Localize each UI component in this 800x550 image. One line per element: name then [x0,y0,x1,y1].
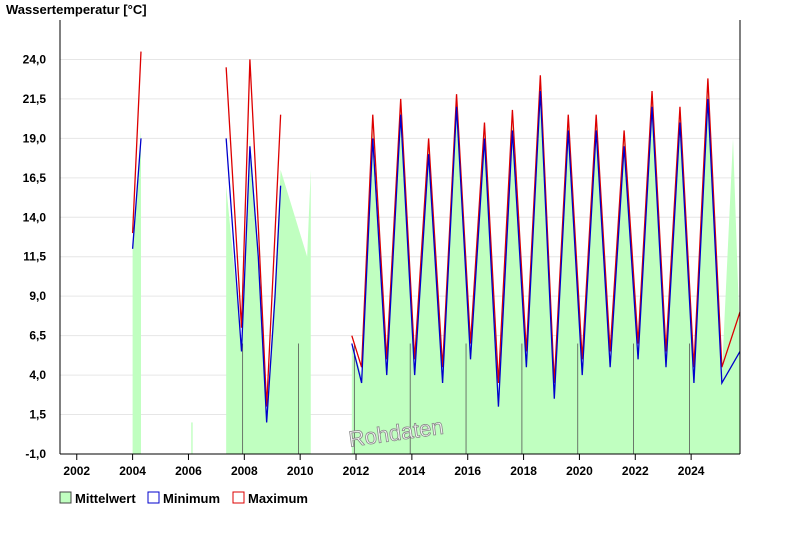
minimum-series [131,90,741,423]
x-tick-label: 2022 [622,464,649,478]
y-tick-label: 1,5 [29,408,46,422]
x-tick-label: 2014 [399,464,426,478]
legend-swatch [59,491,72,504]
year-markers [242,343,690,454]
legend-swatch [147,491,160,504]
legend: Mittelwert Minimum Maximum [59,491,308,506]
x-tick-label: 2002 [63,464,90,478]
x-tick-label: 2016 [454,464,481,478]
legend-label: Mittelwert [75,491,136,506]
x-tick-label: 2024 [678,464,705,478]
y-tick-label: 4,0 [29,368,46,382]
legend-swatch [232,491,245,504]
x-tick-label: 2010 [287,464,314,478]
legend-label: Minimum [163,491,220,506]
x-tick-label: 2012 [343,464,370,478]
y-axis-label: Wassertemperatur [°C] [6,2,147,17]
y-tick-label: 24,0 [23,52,47,66]
y-tick-label: 21,5 [23,92,47,106]
y-tick-label: 9,0 [29,289,46,303]
mean-area-segment [191,422,193,454]
y-tick-label: 14,0 [23,210,47,224]
minimum-line [131,90,741,423]
x-tick-labels: 2002 2004 2006 2008 2010 2012 2014 2016 2018 2020… [63,454,705,478]
y-tick-label: 19,0 [23,131,47,145]
y-tick-label: 11,5 [23,250,46,264]
y-tick-labels: -1,0 1,5 4,0 6,5 9,0 11,5 14,0 16,5 19,0 21,5 24,0 [23,52,47,461]
x-tick-label: 2020 [566,464,593,478]
axes [59,20,741,455]
y-tick-label: 16,5 [23,171,47,185]
y-tick-label: 6,5 [29,329,46,343]
mean-area-segment [351,83,740,455]
y-tick-label: -1,0 [25,447,46,461]
mean-area-segment [132,130,141,455]
maximum-line [131,51,741,407]
legend-label: Maximum [248,491,308,506]
x-tick-label: 2018 [510,464,537,478]
x-tick-label: 2004 [119,464,146,478]
x-tick-label: 2006 [175,464,202,478]
x-tick-label: 2008 [231,464,258,478]
maximum-series [131,51,741,407]
